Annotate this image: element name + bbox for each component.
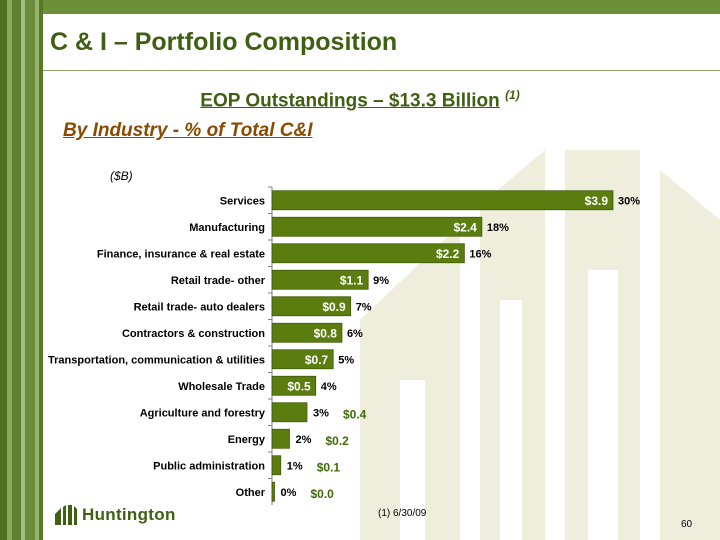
value-label: $2.4: [453, 220, 477, 234]
bar: [271, 190, 614, 211]
category-label: Other: [236, 487, 266, 499]
value-label: $1.1: [340, 273, 364, 287]
bar: [271, 322, 343, 343]
value-label: $0.2: [325, 434, 349, 448]
category-label: Finance, insurance & real estate: [97, 248, 265, 260]
unit-label: ($B): [110, 169, 133, 183]
slide-title: C & I – Portfolio Composition: [50, 28, 398, 56]
percent-label: 6%: [347, 328, 363, 340]
footnote: (1) 6/30/09: [378, 508, 427, 519]
value-label: $0.9: [322, 300, 346, 314]
bar: [271, 428, 290, 449]
logo-wordmark: Huntington: [82, 505, 176, 524]
percent-label: 7%: [356, 301, 372, 313]
bar: [271, 216, 483, 237]
chart-subtitle: By Industry - % of Total C&I: [63, 120, 313, 141]
value-label: $0.1: [317, 460, 341, 474]
title-divider: [43, 70, 720, 71]
value-label: $0.0: [311, 487, 335, 501]
percent-label: 3%: [313, 407, 329, 419]
bar: [271, 455, 282, 476]
page-number: 60: [681, 519, 693, 530]
watermark-logo-graphic: [360, 150, 720, 540]
category-label: Services: [220, 195, 265, 207]
headline-footnote-marker: (1): [505, 88, 520, 102]
category-label: Public administration: [153, 460, 265, 472]
value-label: $0.7: [305, 353, 329, 367]
percent-label: 0%: [281, 487, 297, 499]
value-label: $0.8: [314, 326, 338, 340]
bar: [271, 375, 317, 396]
decorative-side-stripes: [0, 0, 43, 540]
category-label: Retail trade- other: [171, 275, 266, 287]
category-label: Retail trade- auto dealers: [134, 301, 265, 313]
value-label: $2.2: [436, 247, 460, 261]
category-label: Energy: [228, 434, 266, 446]
percent-label: 18%: [487, 222, 509, 234]
huntington-logo: Huntington: [55, 505, 176, 525]
percent-label: 16%: [469, 248, 491, 260]
headline: EOP Outstandings – $13.3 Billion (1): [0, 88, 720, 112]
percent-label: 5%: [338, 354, 354, 366]
category-label: Agriculture and forestry: [140, 407, 266, 419]
bar: [271, 243, 465, 264]
category-label: Contractors & construction: [122, 328, 265, 340]
category-label: Transportation, communication & utilitie…: [48, 354, 265, 366]
bar: [271, 349, 334, 370]
bar: [271, 296, 352, 317]
category-label: Manufacturing: [189, 222, 265, 234]
top-accent-bar: [43, 0, 720, 14]
percent-label: 2%: [295, 434, 311, 446]
value-label: $0.5: [287, 379, 311, 393]
category-label: Wholesale Trade: [178, 381, 265, 393]
value-label: $3.9: [585, 194, 609, 208]
percent-label: 30%: [618, 195, 640, 207]
bar: [271, 402, 308, 423]
percent-label: 1%: [287, 460, 303, 472]
bar: [271, 269, 369, 290]
percent-label: 9%: [373, 275, 389, 287]
headline-text: EOP Outstandings – $13.3 Billion: [200, 90, 500, 112]
huntington-logo-icon: [55, 505, 77, 525]
bar: [271, 481, 275, 502]
percent-label: 4%: [321, 381, 337, 393]
value-label: $0.4: [343, 407, 367, 421]
